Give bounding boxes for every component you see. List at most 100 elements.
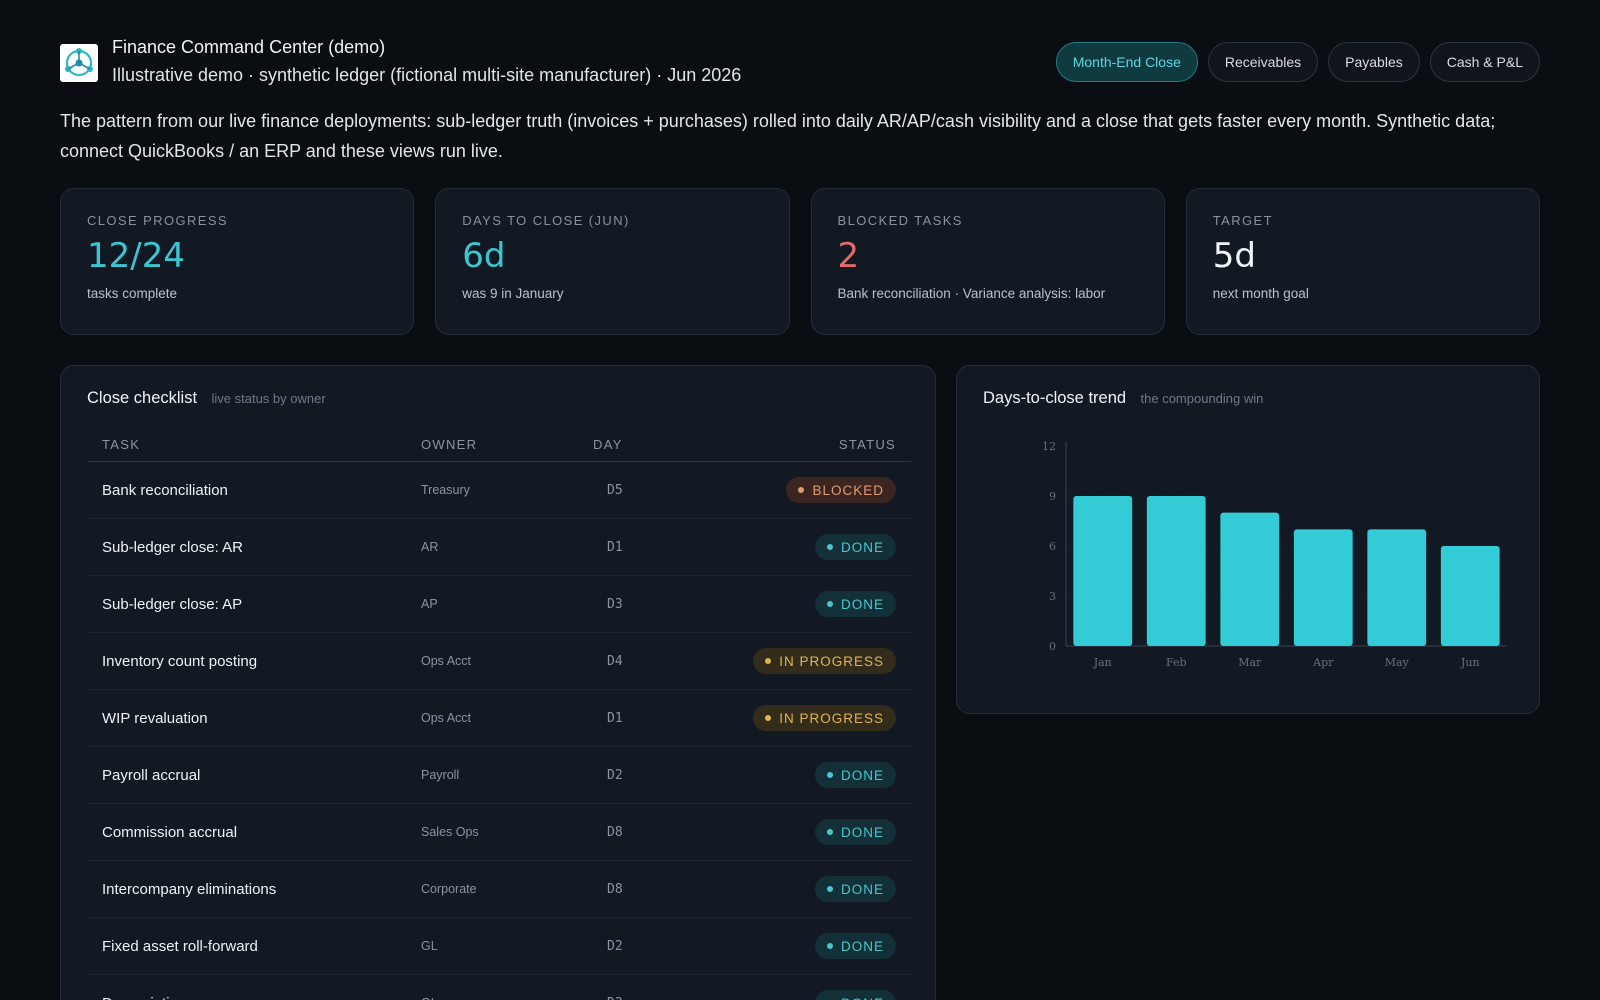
column-header-status[interactable]: STATUS bbox=[838, 437, 896, 452]
status-label: DONE bbox=[840, 824, 884, 840]
task-owner: Treasury bbox=[421, 483, 470, 497]
x-tick-label: Jan bbox=[1093, 656, 1112, 669]
y-tick-label: 3 bbox=[1049, 590, 1056, 603]
task-name: Bank reconciliation bbox=[102, 481, 228, 499]
x-tick-label: Jun bbox=[1460, 656, 1480, 669]
table-row[interactable]: Sub-ledger close: AR AR D1 DONE bbox=[87, 519, 911, 576]
table-row[interactable]: Fixed asset roll-forward GL D2 DONE bbox=[87, 918, 911, 975]
table-row[interactable]: Payroll accrual Payroll D2 DONE bbox=[87, 747, 911, 804]
bar-may[interactable] bbox=[1367, 529, 1427, 646]
status-dot-icon bbox=[798, 487, 805, 493]
status-badge: DONE bbox=[814, 819, 896, 845]
status-badge: DONE bbox=[814, 990, 896, 1000]
task-name: Intercompany eliminations bbox=[102, 880, 277, 898]
tab-payables[interactable]: Payables bbox=[1328, 42, 1420, 82]
x-tick-label: Mar bbox=[1238, 656, 1262, 669]
task-day: D2 bbox=[607, 767, 623, 783]
column-header-task[interactable]: TASK bbox=[102, 437, 141, 452]
task-day: D5 bbox=[607, 482, 623, 498]
status-label: DONE bbox=[840, 938, 884, 954]
task-owner: Corporate bbox=[421, 882, 477, 896]
tab-cash-pl[interactable]: Cash & P&L bbox=[1429, 42, 1540, 82]
task-status-cell: BLOCKED bbox=[693, 477, 896, 503]
task-status-cell: IN PROGRESS bbox=[693, 705, 896, 731]
kpi-subtext: Bank reconciliation · Variance analysis:… bbox=[837, 286, 1106, 301]
trend-hint: the compounding win bbox=[1140, 391, 1264, 406]
status-label: DONE bbox=[841, 996, 884, 1000]
bar-jun[interactable] bbox=[1440, 546, 1500, 646]
checklist-hint: live status by owner bbox=[211, 391, 326, 406]
status-badge: DONE bbox=[814, 762, 896, 788]
app-subtitle: Illustrative demo · synthetic ledger (fi… bbox=[112, 65, 742, 85]
title-block: Finance Command Center (demo) Illustrati… bbox=[112, 34, 741, 90]
task-day: D3 bbox=[607, 596, 623, 612]
bar-feb[interactable] bbox=[1146, 496, 1206, 646]
x-tick-label: May bbox=[1385, 656, 1410, 669]
table-row[interactable]: Inventory count posting Ops Acct D4 IN PROG… bbox=[87, 633, 911, 690]
task-status-cell: DONE bbox=[693, 591, 896, 617]
kpi-label: BLOCKED TASKS bbox=[837, 213, 963, 228]
table-body: Bank reconciliation Treasury D5 BLOCKED Sub-… bbox=[87, 462, 911, 1000]
checklist-title: Close checklist bbox=[87, 389, 198, 407]
task-name: Fixed asset roll-forward bbox=[102, 937, 258, 955]
bar-mar[interactable] bbox=[1220, 512, 1280, 646]
kpi-target: TARGET 5d next month goal bbox=[1185, 188, 1540, 335]
close-checklist-panel: Close checklist live status by owner TAS… bbox=[60, 365, 936, 1000]
column-header-owner[interactable]: OWNER bbox=[421, 437, 478, 452]
task-name: WIP revaluation bbox=[102, 709, 208, 727]
status-label: DONE bbox=[840, 881, 884, 897]
days-to-close-trend-panel: Days-to-close trend the compounding win … bbox=[956, 365, 1540, 714]
kpi-subtext: was 9 in January bbox=[462, 286, 564, 301]
task-name: Sub-ledger close: AR bbox=[102, 538, 243, 556]
trend-title: Days-to-close trend bbox=[983, 389, 1127, 407]
task-name: Inventory count posting bbox=[102, 652, 258, 670]
panel-title: Days-to-close trend the compounding win bbox=[983, 389, 1263, 408]
table-row[interactable]: Bank reconciliation Treasury D5 BLOCKED bbox=[87, 462, 911, 519]
kpi-subtext: next month goal bbox=[1212, 286, 1309, 301]
task-owner: AP bbox=[421, 597, 438, 611]
task-name: Depreciation bbox=[87, 995, 421, 1000]
status-label: DONE bbox=[840, 596, 884, 612]
status-badge: DONE bbox=[814, 933, 896, 959]
kpi-label: TARGET bbox=[1212, 213, 1273, 228]
table-row[interactable]: Commission accrual Sales Ops D8 DONE bbox=[87, 804, 911, 861]
status-badge: IN PROGRESS bbox=[753, 648, 896, 674]
status-dot-icon bbox=[765, 715, 772, 721]
status-badge: DONE bbox=[814, 591, 896, 617]
column-header-day[interactable]: DAY bbox=[593, 437, 623, 452]
task-status-cell: DONE bbox=[693, 933, 896, 959]
network-nodes-logo-icon bbox=[60, 44, 98, 82]
page-description: The pattern from our live finance deploy… bbox=[60, 111, 1496, 161]
kpi-value: 6d bbox=[462, 236, 506, 276]
task-status-cell: DONE bbox=[693, 762, 896, 788]
tab-receivables[interactable]: Receivables bbox=[1207, 42, 1319, 82]
checklist-table: TASK OWNER DAY STATUS Bank reconciliatio… bbox=[87, 428, 911, 1000]
kpi-value: 12/24 bbox=[87, 236, 185, 276]
table-row[interactable]: DepreciationGLD3 DONE bbox=[87, 975, 911, 1000]
task-day: D8 bbox=[607, 824, 623, 840]
task-status-cell: DONE bbox=[693, 990, 896, 1000]
task-owner: AR bbox=[421, 540, 439, 554]
kpi-value: 2 bbox=[837, 236, 860, 276]
task-name: Commission accrual bbox=[102, 823, 238, 841]
status-dot-icon bbox=[826, 829, 833, 835]
kpi-label: DAYS TO CLOSE (JUN) bbox=[462, 213, 630, 228]
tab-month-end-close[interactable]: Month-End Close bbox=[1055, 42, 1198, 82]
status-badge: DONE bbox=[814, 534, 896, 560]
y-tick-label: 6 bbox=[1049, 540, 1056, 553]
bar-jan[interactable] bbox=[1073, 496, 1133, 646]
status-label: BLOCKED bbox=[812, 482, 884, 498]
task-owner: GL bbox=[421, 996, 593, 1000]
status-label: IN PROGRESS bbox=[779, 653, 884, 669]
task-owner: Ops Acct bbox=[421, 654, 472, 668]
table-row[interactable]: Intercompany eliminations Corporate D8 DONE bbox=[87, 861, 911, 918]
table-row[interactable]: WIP revaluation Ops Acct D1 IN PROGRESS bbox=[87, 690, 911, 747]
task-owner: Sales Ops bbox=[421, 825, 479, 839]
table-row[interactable]: Sub-ledger close: AP AP D3 DONE bbox=[87, 576, 911, 633]
status-badge: BLOCKED bbox=[786, 477, 896, 503]
header: Finance Command Center (demo) Illustrati… bbox=[60, 34, 1540, 94]
status-badge: IN PROGRESS bbox=[753, 705, 896, 731]
bar-apr[interactable] bbox=[1293, 529, 1353, 646]
task-name: Payroll accrual bbox=[102, 766, 201, 784]
task-day: D8 bbox=[607, 881, 623, 897]
